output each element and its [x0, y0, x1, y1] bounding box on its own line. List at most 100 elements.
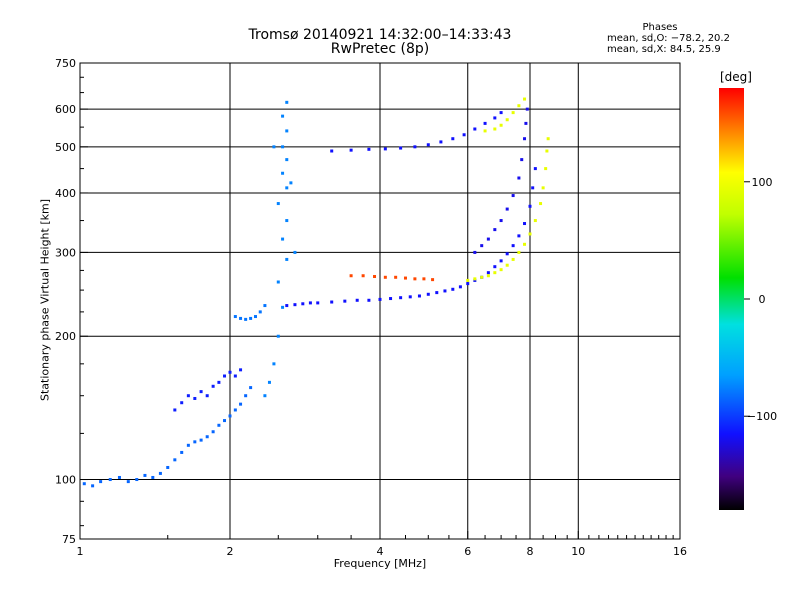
data-point: [263, 304, 267, 308]
colorbar-label: [deg]: [720, 70, 752, 84]
data-point: [355, 298, 359, 302]
data-point: [285, 129, 289, 133]
data-point: [249, 316, 253, 320]
data-point: [480, 244, 484, 248]
data-point: [173, 458, 177, 462]
data-point: [349, 148, 353, 152]
y-tick-label: 600: [55, 103, 76, 116]
data-point: [193, 440, 197, 444]
data-point: [473, 278, 477, 282]
data-point: [223, 419, 227, 423]
data-point: [180, 450, 184, 454]
data-point: [544, 167, 548, 171]
data-point: [486, 274, 490, 278]
data-point: [451, 287, 455, 291]
chart-subtitle: RwPretec (8p): [330, 41, 430, 57]
data-point: [143, 473, 147, 477]
colorbar: [719, 88, 744, 510]
x-tick-label: 10: [571, 545, 585, 558]
data-point: [523, 97, 527, 101]
data-point: [546, 137, 550, 141]
data-point: [499, 111, 503, 115]
data-point: [486, 237, 490, 241]
colorbar-tick-label: 0: [759, 293, 766, 306]
data-point: [517, 250, 521, 254]
data-point: [285, 186, 289, 190]
data-point: [258, 310, 262, 314]
y-tick-label: 300: [55, 246, 76, 259]
data-point: [108, 478, 112, 482]
data-point: [239, 402, 243, 406]
data-point: [493, 228, 497, 232]
data-point: [367, 298, 371, 302]
data-point: [173, 408, 177, 412]
x-axis-label: Frequency [MHz]: [333, 557, 427, 570]
data-point: [301, 302, 305, 306]
data-point: [285, 257, 289, 261]
data-point: [511, 194, 515, 198]
data-point: [272, 145, 276, 149]
data-point: [435, 291, 439, 295]
data-point: [349, 274, 353, 278]
data-point: [505, 118, 509, 122]
gridlines: [80, 63, 680, 539]
x-tick-label: 2: [227, 545, 234, 558]
data-point: [233, 408, 237, 412]
data-point: [205, 394, 209, 398]
data-point: [82, 482, 86, 486]
data-point: [281, 171, 285, 175]
data-point: [233, 374, 237, 378]
x-tick-label: 1: [77, 545, 84, 558]
data-point: [239, 316, 243, 320]
data-point: [272, 362, 276, 366]
data-point: [417, 294, 421, 298]
data-point: [281, 305, 285, 309]
data-point: [483, 129, 487, 133]
data-point: [499, 268, 503, 272]
data-point: [233, 315, 237, 319]
data-point: [505, 207, 509, 211]
data-point: [228, 370, 232, 374]
data-point: [505, 263, 509, 267]
data-point: [223, 374, 227, 378]
data-point: [499, 219, 503, 223]
data-point: [505, 252, 509, 256]
data-point: [511, 257, 515, 261]
data-point: [511, 111, 515, 115]
data-point: [285, 158, 289, 162]
data-point: [343, 299, 347, 303]
data-point: [541, 186, 545, 190]
data-point: [480, 275, 484, 279]
phases-stats-o: mean, sd,O: −78.2, 20.2: [607, 33, 730, 44]
chart-title: Tromsø 20140921 14:32:00–14:33:43: [248, 27, 512, 43]
data-point: [211, 384, 215, 388]
data-point: [276, 280, 280, 284]
data-point: [244, 317, 248, 321]
data-point: [517, 104, 521, 108]
data-point: [126, 480, 130, 484]
data-point: [186, 443, 190, 447]
data-point: [239, 368, 243, 372]
phases-stats-x: mean, sd,X: 84.5, 25.9: [607, 44, 721, 55]
data-point: [91, 484, 95, 488]
data-point: [413, 277, 417, 281]
data-point: [383, 275, 387, 279]
data-point: [520, 158, 524, 162]
data-point: [199, 390, 203, 394]
data-point: [523, 222, 527, 226]
data-point: [285, 304, 289, 308]
data-point: [483, 121, 487, 125]
data-point: [99, 480, 103, 484]
data-point: [399, 296, 403, 300]
y-tick-label: 200: [55, 330, 76, 343]
data-point: [211, 430, 215, 434]
data-point: [267, 380, 271, 384]
x-tick-label: 16: [673, 545, 687, 558]
data-point: [378, 297, 382, 301]
data-point: [193, 396, 197, 400]
data-point: [493, 271, 497, 275]
data-point: [426, 143, 430, 147]
data-point: [517, 234, 521, 238]
data-point: [443, 289, 447, 293]
